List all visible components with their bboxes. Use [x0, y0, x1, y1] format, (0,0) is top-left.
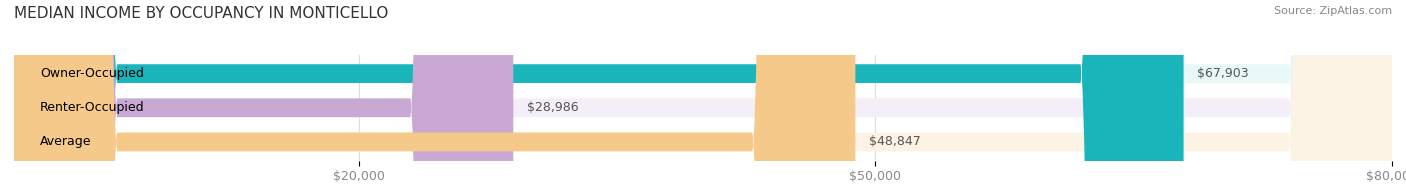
FancyBboxPatch shape [14, 0, 1392, 196]
FancyBboxPatch shape [14, 0, 513, 196]
Text: $28,986: $28,986 [527, 101, 579, 114]
FancyBboxPatch shape [14, 0, 1392, 196]
Text: Renter-Occupied: Renter-Occupied [39, 101, 145, 114]
Text: $67,903: $67,903 [1198, 67, 1249, 80]
Text: Owner-Occupied: Owner-Occupied [39, 67, 143, 80]
Text: MEDIAN INCOME BY OCCUPANCY IN MONTICELLO: MEDIAN INCOME BY OCCUPANCY IN MONTICELLO [14, 6, 388, 21]
FancyBboxPatch shape [14, 0, 855, 196]
Text: Source: ZipAtlas.com: Source: ZipAtlas.com [1274, 6, 1392, 16]
FancyBboxPatch shape [14, 0, 1184, 196]
Text: $48,847: $48,847 [869, 135, 921, 148]
FancyBboxPatch shape [14, 0, 1392, 196]
Text: Average: Average [39, 135, 91, 148]
